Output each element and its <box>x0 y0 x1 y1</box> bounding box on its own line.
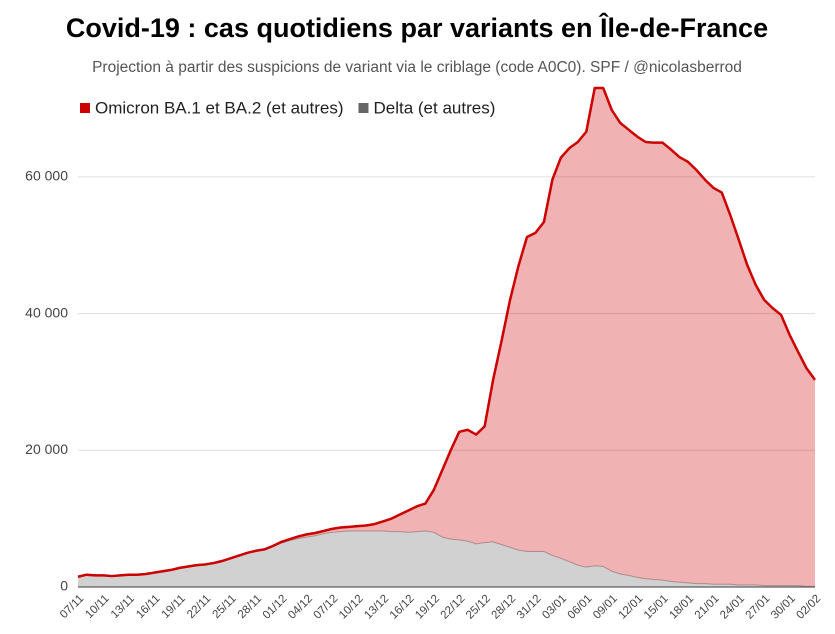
x-tick-label: 01/12 <box>261 593 290 622</box>
legend: Omicron BA.1 et BA.2 (et autres) Delta (e… <box>80 98 495 117</box>
x-tick-label: 28/11 <box>236 593 264 621</box>
areas <box>77 86 817 587</box>
x-tick-label: 04/12 <box>286 593 315 622</box>
x-tick-label: 07/12 <box>312 593 341 622</box>
x-tick-label: 03/01 <box>540 593 569 622</box>
x-tick-label: 06/01 <box>566 593 595 622</box>
x-tick-label: 07/11 <box>58 593 86 621</box>
legend-swatch <box>358 103 369 113</box>
y-tick-label: 40 000 <box>25 304 68 320</box>
x-tick-label: 18/01 <box>667 593 696 622</box>
x-tick-label: 13/11 <box>109 593 137 621</box>
x-tick-label: 10/12 <box>337 593 366 622</box>
x-tick-label: 15/01 <box>642 593 671 622</box>
x-tick-label: 16/12 <box>388 593 417 622</box>
area-line <box>77 86 817 578</box>
x-tick-label: 19/11 <box>160 593 188 621</box>
x-tick-label: 12/01 <box>617 593 646 622</box>
x-tick-label: 22/12 <box>439 593 468 622</box>
x-tick-label: 25/11 <box>211 593 239 621</box>
chart-title: Covid-19 : cas quotidiens par variants e… <box>66 12 768 43</box>
legend-label: Omicron BA.1 et BA.2 (et autres) <box>95 98 343 117</box>
x-tick-label: 21/01 <box>693 593 722 622</box>
y-tick-label: 20 000 <box>25 441 68 457</box>
x-tick-label: 19/12 <box>413 593 442 622</box>
x-tick-label: 13/12 <box>362 593 391 622</box>
x-tick-label: 31/12 <box>515 593 544 622</box>
x-tick-label: 25/12 <box>464 593 493 622</box>
x-tick-label: 22/11 <box>185 593 213 621</box>
x-tick-label: 28/12 <box>489 593 518 622</box>
x-tick-label: 27/01 <box>744 593 773 622</box>
area <box>78 88 815 587</box>
legend-label: Delta (et autres) <box>373 98 495 117</box>
area <box>78 530 815 587</box>
y-tick-label: 60 000 <box>25 168 68 184</box>
x-tick-label: 09/01 <box>591 593 620 622</box>
x-tick-label: 30/01 <box>769 593 798 622</box>
x-tick-label: 24/01 <box>718 593 747 622</box>
y-tick-label: 0 <box>60 578 68 594</box>
x-tick-label: 02/02 <box>794 593 823 622</box>
chart-subtitle: Projection à partir des suspicions de va… <box>92 59 742 76</box>
grid <box>78 176 815 588</box>
legend-swatch <box>80 103 90 113</box>
x-tick-label: 10/11 <box>83 593 111 621</box>
x-tick-label: 16/11 <box>134 593 162 621</box>
